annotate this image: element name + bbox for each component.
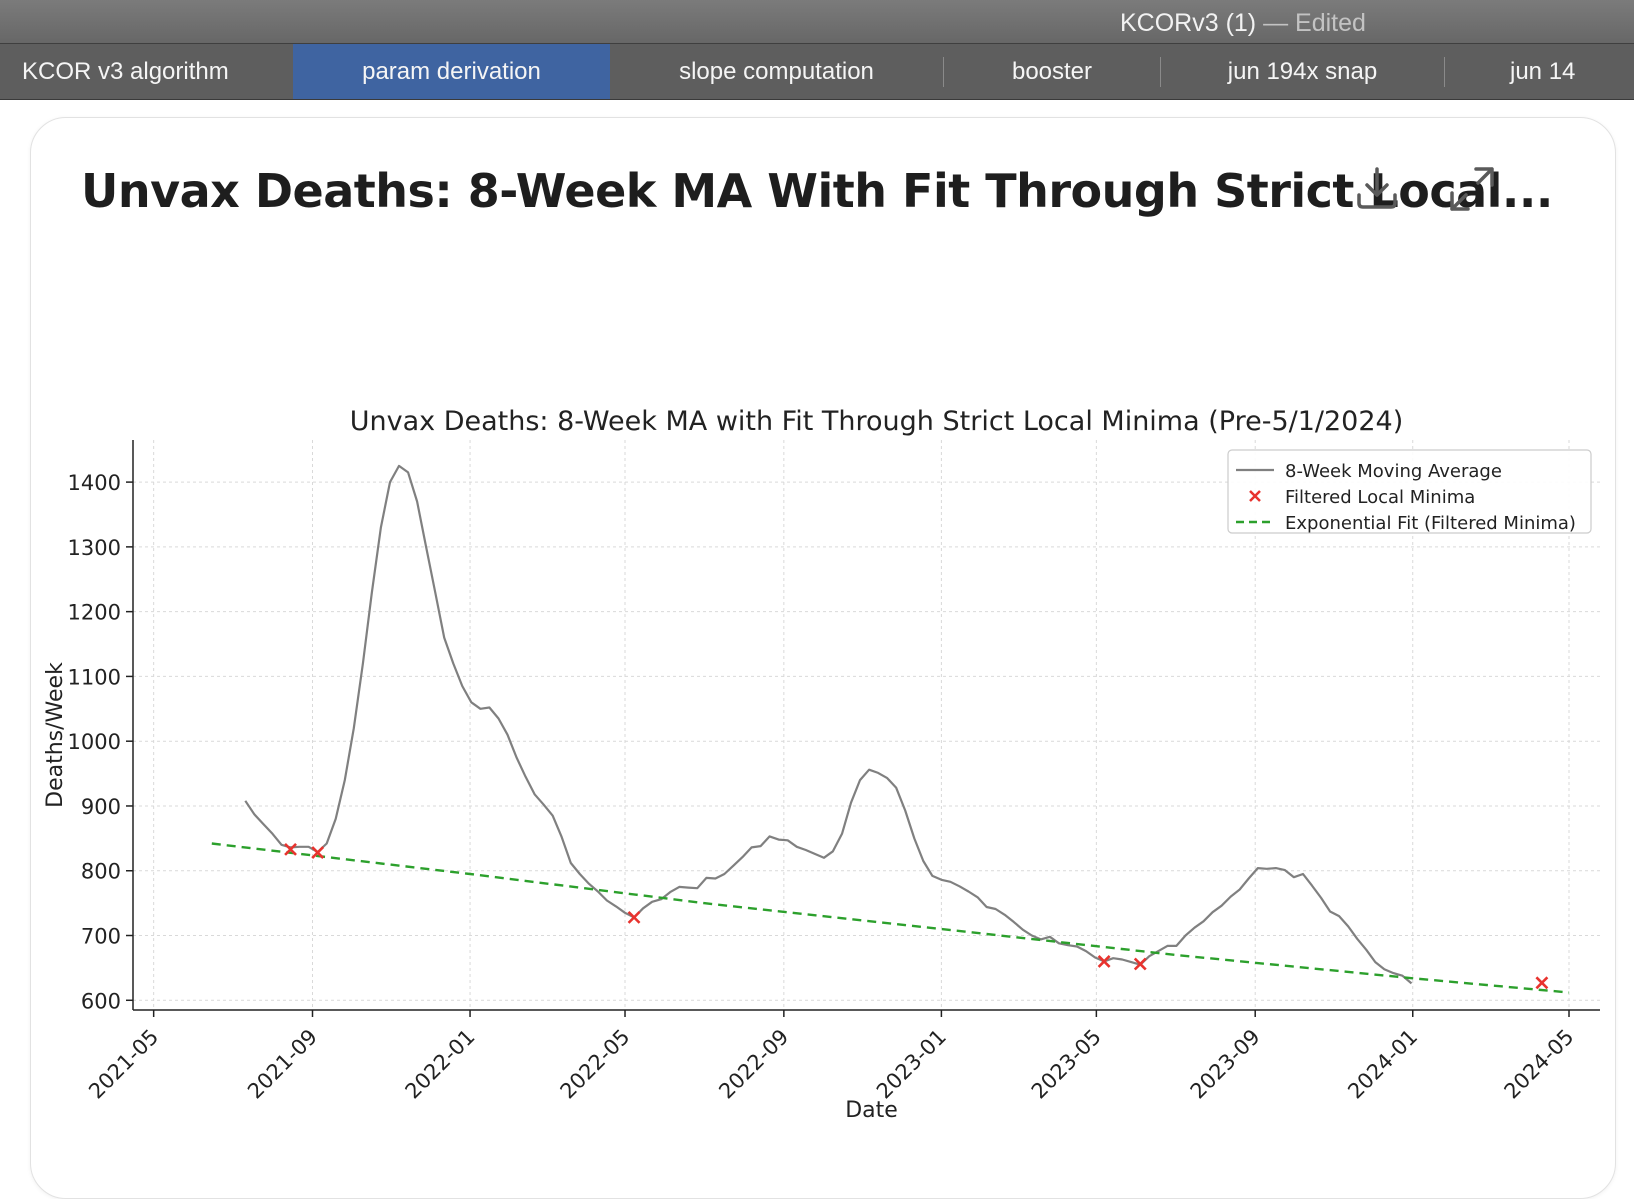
legend-box [1227,449,1592,534]
minima-marker [1133,957,1147,971]
edited-status: — Edited [1263,9,1366,37]
legend-label: Filtered Local Minima [1285,487,1475,508]
card-title: Unvax Deaths: 8-Week MA With Fit Through… [81,164,1553,218]
tab-separator [943,57,944,87]
legend-label: 8-Week Moving Average [1285,461,1502,482]
tab-bar: KCOR v3 algorithm param derivation slope… [0,44,1634,100]
y-tick-label: 800 [81,860,121,884]
minima-marker [311,846,325,860]
x-tick-label: 2024-01 [1343,1025,1422,1104]
y-tick-label: 600 [81,989,121,1013]
x-tick-label: 2022-09 [714,1025,793,1104]
minima-marker [627,910,641,924]
minima-marker [1535,976,1549,990]
y-tick-label: 1100 [68,665,121,689]
tab-kcor-v3-algorithm[interactable]: KCOR v3 algorithm [22,58,229,85]
tab-jun-194x-snap[interactable]: jun 194x snap [1227,58,1378,85]
y-tick-label: 1200 [68,601,121,625]
y-axis-label: Deaths/Week [43,662,68,808]
minima-marker [1097,955,1111,968]
x-tick-label: 2023-09 [1186,1025,1265,1104]
tab-separator [1444,57,1445,87]
minima-marker [284,842,297,856]
window-titlebar: KCORv3 (1) — Edited [0,0,1634,44]
tab-jun-14[interactable]: jun 14 [1510,58,1576,85]
y-tick-label: 900 [81,795,121,819]
y-tick-label: 1400 [68,471,121,495]
expand-button[interactable] [1446,163,1498,215]
x-tick-label: 2021-09 [243,1025,322,1104]
chart-title: Unvax Deaths: 8-Week MA with Fit Through… [350,406,1404,437]
chart-card: Unvax Deaths: 8-Week MA With Fit Through… [30,117,1616,1199]
chart-legend: 8-Week Moving Average Filtered Local Mini… [1227,449,1592,534]
y-tick-label: 1300 [68,536,121,560]
x-tick-label: 2023-01 [872,1025,951,1104]
x-tick-label: 2022-01 [401,1025,480,1104]
tab-separator [1160,57,1161,87]
chart-figure: Unvax Deaths: 8-Week MA with Fit Through… [43,406,1600,1123]
x-axis-label: Date [845,1098,898,1123]
series-line-exponential-fit [211,842,1570,994]
document-name: KCORv3 (1) [1120,9,1257,37]
window-title: KCORv3 (1) — Edited [1120,9,1366,38]
x-tick-label: 2024-05 [1500,1025,1579,1104]
x-tick-label: 2023-05 [1027,1025,1106,1104]
tab-booster[interactable]: booster [1011,58,1093,85]
x-tick-label: 2022-05 [556,1025,635,1104]
y-tick-label: 1000 [68,730,121,754]
series-line-moving-average [244,464,1413,985]
download-icon [1357,167,1397,209]
tab-param-derivation[interactable]: param derivation [293,44,610,99]
expand-icon [1450,167,1494,211]
x-tick-label: 2021-05 [84,1025,163,1104]
tab-slope-computation[interactable]: slope computation [679,58,874,85]
legend-label: Exponential Fit (Filtered Minima) [1285,513,1576,534]
y-tick-label: 700 [81,925,121,949]
download-button[interactable] [1351,163,1403,215]
legend-swatch-marker [1249,490,1261,502]
